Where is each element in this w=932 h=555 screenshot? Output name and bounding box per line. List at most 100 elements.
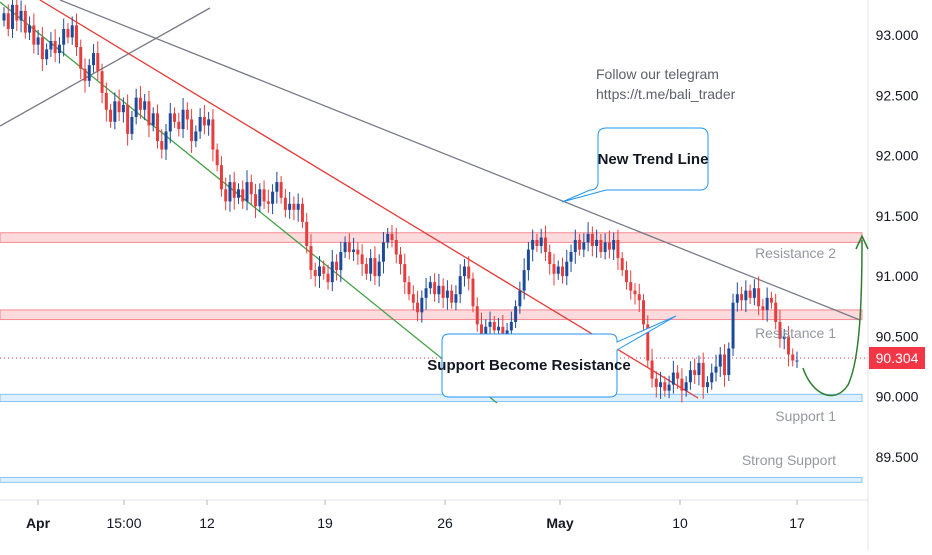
- resistance-2-zone[interactable]: [0, 232, 863, 243]
- candle-body: [173, 113, 177, 122]
- candle-body: [190, 119, 194, 142]
- candle-body: [774, 302, 778, 322]
- candle: [271, 184, 275, 215]
- candle: [228, 174, 232, 212]
- candle-body: [454, 294, 458, 303]
- candle-body: [160, 141, 164, 150]
- candle: [173, 107, 177, 128]
- candle-body: [138, 97, 142, 110]
- channel-support-line[interactable]: [0, 1, 498, 404]
- candle-body: [330, 261, 334, 283]
- candle-body: [612, 239, 616, 250]
- candle: [671, 360, 675, 394]
- y-tick-label: 92.000: [876, 148, 919, 164]
- x-tick-label: 17: [789, 515, 805, 531]
- candle: [11, 0, 15, 38]
- candle-body: [467, 266, 471, 279]
- price-axis[interactable]: 93.000 92.500 92.000 91.500 91.000 90.500 90.0…: [876, 27, 919, 465]
- candle-body: [28, 25, 32, 33]
- candle-body: [2, 13, 6, 21]
- candle-body: [697, 362, 701, 376]
- candle-body: [236, 189, 240, 198]
- candle: [23, 4, 27, 39]
- candle: [28, 16, 32, 41]
- candle: [339, 241, 343, 282]
- candle: [36, 29, 40, 56]
- candle-body: [215, 149, 219, 166]
- candle-body: [676, 372, 680, 379]
- telegram-link[interactable]: https://t.me/bali_trader: [596, 86, 736, 102]
- candle: [782, 328, 786, 350]
- candle-body: [659, 382, 663, 388]
- candle-body: [83, 68, 87, 81]
- candle-body: [710, 372, 714, 383]
- resistance-1-zone[interactable]: [0, 309, 863, 321]
- candle-body: [100, 71, 104, 93]
- candle-body: [266, 201, 270, 204]
- candle: [526, 242, 530, 281]
- candle: [428, 276, 432, 295]
- candle-body: [573, 239, 577, 253]
- candle-body: [352, 249, 356, 253]
- candle-body: [32, 25, 36, 45]
- channel-resistance-line[interactable]: [39, 0, 699, 399]
- candle: [87, 59, 91, 87]
- candle-body: [313, 270, 317, 277]
- candle-body: [752, 288, 756, 298]
- support-1-zone[interactable]: [0, 393, 863, 403]
- candle: [548, 244, 552, 275]
- candle-body: [185, 109, 189, 120]
- candle: [462, 259, 466, 287]
- candle: [275, 171, 279, 204]
- time-axis[interactable]: Apr 15:00 12 19 26 May 10 17: [26, 500, 805, 531]
- candle: [352, 237, 356, 261]
- candle-body: [394, 239, 398, 255]
- candle-body: [87, 65, 91, 81]
- callout-new-trend-line[interactable]: New Trend Line: [561, 127, 709, 203]
- candle-body: [480, 324, 484, 335]
- callout-trend-text: New Trend Line: [598, 151, 709, 168]
- candle-body: [126, 104, 130, 134]
- candle-body: [279, 182, 283, 198]
- price-label-text: 90.304: [876, 350, 919, 366]
- y-tick-label: 92.500: [876, 87, 919, 103]
- candle: [258, 183, 262, 213]
- candle: [629, 270, 633, 300]
- candle: [556, 260, 560, 280]
- candle: [155, 104, 159, 149]
- candle-body: [624, 270, 628, 283]
- candle: [590, 226, 594, 257]
- candle-body: [637, 294, 641, 301]
- candle-body: [518, 290, 522, 307]
- candle-body: [441, 285, 445, 298]
- candle: [356, 242, 360, 265]
- candle: [364, 258, 368, 280]
- new-trend-line[interactable]: [59, 0, 861, 321]
- candle: [612, 232, 616, 260]
- candle-body: [258, 189, 262, 207]
- candle: [620, 252, 624, 277]
- strong-support-zone[interactable]: [0, 476, 863, 483]
- candle-body: [642, 300, 646, 325]
- candle: [744, 280, 748, 313]
- callout-support-become-resistance[interactable]: Support Become Resistance: [427, 315, 677, 398]
- candle-body: [723, 354, 727, 376]
- candle-body: [688, 370, 692, 383]
- candle-body: [155, 113, 159, 142]
- candle-body: [539, 237, 543, 246]
- candle-body: [471, 278, 475, 307]
- candle-body: [198, 116, 202, 132]
- candle-body: [663, 382, 667, 391]
- candle: [15, 0, 19, 31]
- candle: [83, 58, 87, 93]
- candle: [552, 253, 556, 286]
- candle: [454, 285, 458, 311]
- zone-label: Resistance 1: [755, 325, 836, 341]
- trend-lines-layer: [0, 0, 868, 404]
- candle: [164, 123, 168, 160]
- x-tick-label: Apr: [26, 515, 51, 531]
- candle-body: [714, 366, 718, 373]
- old-trend-line[interactable]: [0, 7, 211, 127]
- candle-body: [168, 113, 172, 132]
